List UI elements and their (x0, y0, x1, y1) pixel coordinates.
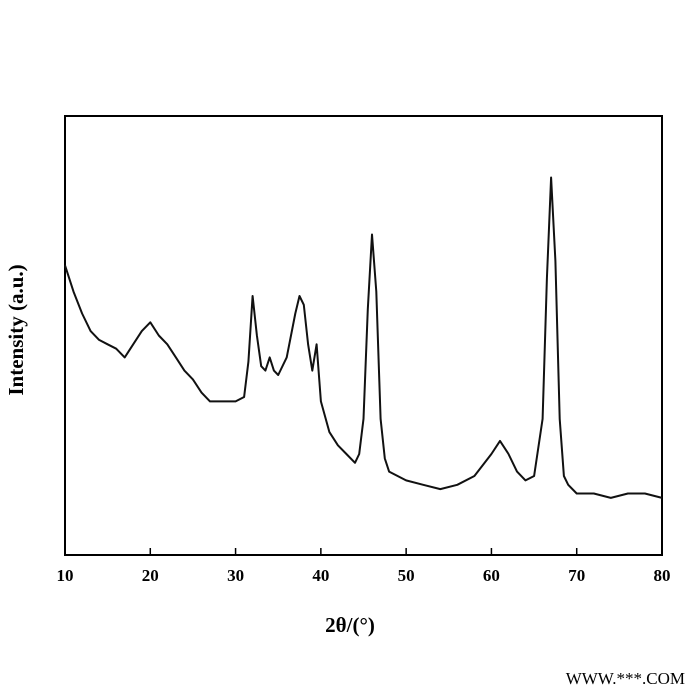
watermark: WWW.***.COM (566, 669, 685, 688)
x-tick-label: 40 (312, 566, 329, 585)
x-tick-label: 80 (654, 566, 671, 585)
x-tick-label: 60 (483, 566, 500, 585)
x-tick-label: 10 (57, 566, 74, 585)
plot-frame (64, 115, 663, 556)
xrd-trace (64, 176, 663, 499)
x-tick-label: 50 (398, 566, 415, 585)
x-tick-label: 70 (568, 566, 585, 585)
x-axis-label: 2θ/(°) (325, 613, 375, 637)
x-tick-label: 20 (142, 566, 159, 585)
x-tick-label: 30 (227, 566, 244, 585)
y-axis-label: Intensity (a.u.) (4, 264, 28, 395)
